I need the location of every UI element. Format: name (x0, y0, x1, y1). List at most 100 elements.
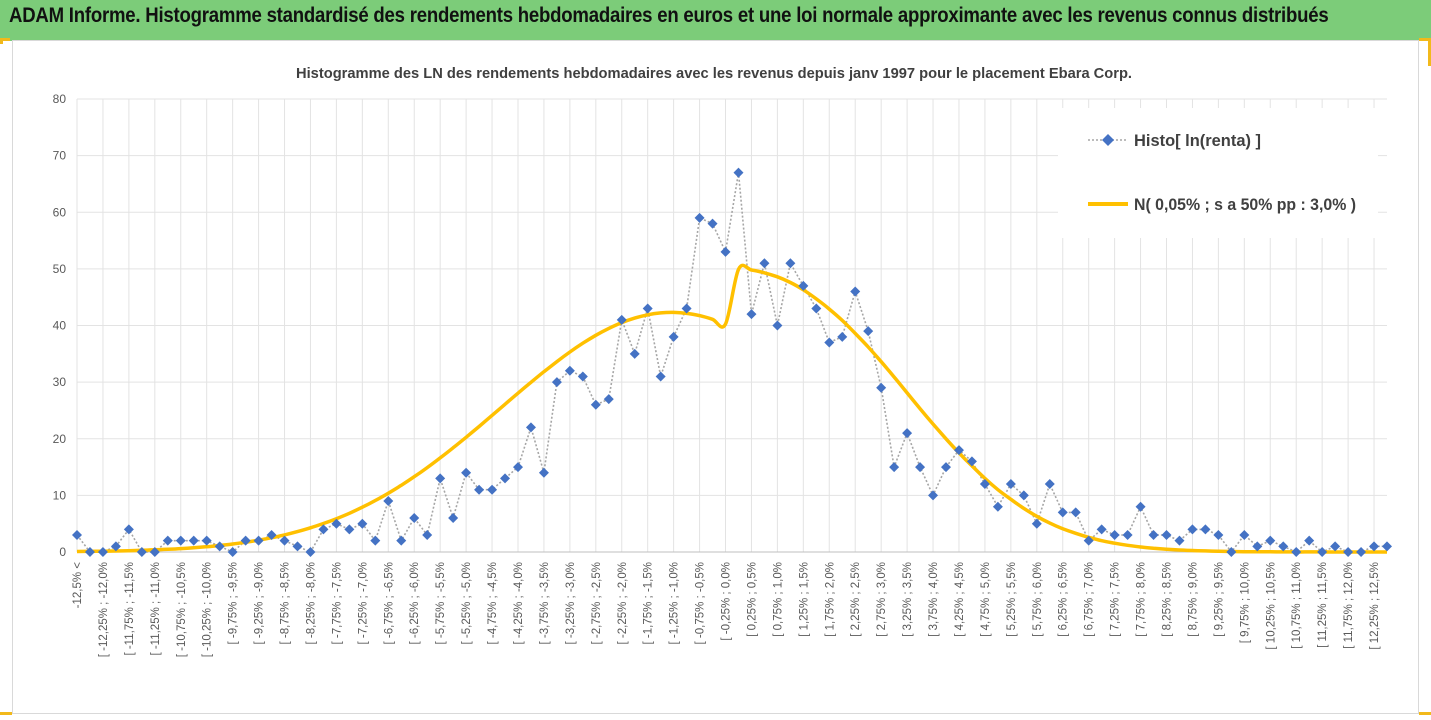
histogram-point (1109, 530, 1120, 541)
axis-layer: 0 10 20 30 40 50 60 70 80 -12,5% < [ -12,25% ; -12… (53, 92, 1387, 657)
histogram-point (72, 530, 82, 541)
banner: ADAM Informe. Histogramme standardisé de… (0, 0, 1431, 41)
x-tick-label: [ 4,25% ; 4,5% (954, 562, 966, 637)
histogram-point (162, 535, 173, 546)
x-tick-label: [ -6,25% ; -6,0% (409, 562, 421, 644)
x-tick-label: [ -11,75% ; -11,5% (124, 562, 136, 656)
corner-accent-top-left-v (0, 38, 3, 44)
chart-area-frame (12, 40, 1419, 714)
histogram-point (461, 467, 472, 478)
histogram-point (525, 422, 536, 433)
histogram-point (681, 303, 692, 314)
histogram-point (707, 218, 718, 229)
histogram-point (240, 535, 251, 546)
histogram-point (642, 303, 653, 314)
histogram-point (564, 365, 575, 376)
x-tick-label: [ 0,25% ; 0,5% (746, 562, 758, 637)
histogram-point (785, 258, 796, 269)
histogram-point (1356, 547, 1367, 557)
histogram-point (979, 479, 990, 490)
histogram-point (1226, 547, 1237, 557)
legend-marker-histo (1088, 134, 1128, 146)
x-tick-label: [ 3,25% ; 3,5% (902, 562, 914, 637)
corner-accent-bottom-left (0, 712, 12, 715)
x-tick-label: [ -3,25% ; -3,0% (565, 562, 577, 644)
x-tick-label: [ -6,75% ; -6,5% (383, 562, 395, 644)
x-tick-label: [ 3,75% ; 4,0% (928, 562, 940, 637)
x-tick-label: [ -0,25% ; 0,0% (721, 562, 733, 641)
histogram-point (668, 331, 679, 342)
chart-title: Histogramme des LN des rendements hebdom… (296, 66, 1132, 82)
x-tick-label: [ 8,25% ; 8,5% (1162, 562, 1174, 637)
x-tick-label: [ -4,75% ; -4,5% (487, 562, 499, 644)
x-tick-label: [ 6,75% ; 7,0% (1084, 562, 1096, 637)
histogram-point (214, 541, 225, 552)
histogram-point (1122, 530, 1133, 541)
x-tick-label: [ -0,75% ; -0,5% (695, 562, 707, 644)
histogram-point (1278, 541, 1289, 552)
x-tick-label: [ -4,25% ; -4,0% (513, 562, 525, 644)
x-tick-label: [ -2,25% ; -2,0% (617, 562, 629, 644)
series-layer (72, 167, 1392, 557)
histogram-point (305, 547, 316, 557)
histogram-point (1200, 524, 1211, 535)
histogram-point (876, 382, 887, 393)
banner-title: ADAM Informe. Histogramme standardisé de… (9, 4, 1329, 27)
histogram-point (1161, 530, 1172, 541)
histogram-point (175, 535, 186, 546)
x-tick-label: [ -9,75% ; -9,5% (228, 562, 240, 644)
x-tick-label: [ -7,75% ; -7,5% (331, 562, 343, 644)
corner-accent-bottom-right (1419, 712, 1431, 715)
histogram-point (149, 547, 160, 557)
y-tick-label: 30 (53, 375, 67, 389)
histogram-point (850, 286, 861, 297)
histogram-point (1148, 530, 1159, 541)
histogram-point (474, 484, 485, 495)
histogram-point (953, 445, 964, 456)
histogram-point (1174, 535, 1185, 546)
histogram-point (370, 535, 381, 546)
x-tick-label: [ -5,25% ; -5,0% (461, 562, 473, 644)
histogram-point (331, 518, 342, 529)
legend-label-histo: Histo[ ln(renta) ] (1134, 131, 1261, 150)
histogram-point (1382, 541, 1392, 552)
histogram-point (966, 456, 977, 467)
histogram-point (603, 394, 614, 405)
x-tick-label: [ 9,25% ; 9,5% (1213, 562, 1225, 637)
corner-accent-top-left (0, 38, 10, 41)
histogram-point (915, 462, 926, 473)
x-tick-label: [ 12,25% ; 12,5% (1369, 562, 1381, 650)
histogram-point (772, 320, 783, 331)
histogram-point (201, 535, 212, 546)
histogram-point (655, 371, 666, 382)
histogram-point (1044, 479, 1055, 490)
histogram-point (1369, 541, 1380, 552)
histogram-point (318, 524, 329, 535)
y-tick-label: 50 (53, 262, 67, 276)
x-tick-label: [ 11,75% ; 12,0% (1343, 562, 1355, 649)
y-tick-label: 0 (59, 545, 66, 559)
y-tick-label: 70 (53, 149, 67, 163)
histogram-point (1330, 541, 1341, 552)
x-tick-label: [ -8,25% ; -8,0% (305, 562, 317, 644)
x-tick-label: [ -1,25% ; -1,0% (669, 562, 681, 644)
histogram-point (1005, 479, 1016, 490)
histogram-point (759, 258, 770, 269)
x-tick-label: [ 10,75% ; 11,0% (1291, 562, 1303, 649)
x-tick-label: [ 7,75% ; 8,0% (1136, 562, 1148, 637)
histogram-point (798, 280, 809, 291)
legend-svg: Histo[ ln(renta) ] N( 0,05% ; s a 50% pp… (1088, 131, 1356, 214)
x-tick-label: [ 2,25% ; 2,5% (850, 562, 862, 637)
normal-curve-line (76, 263, 1387, 554)
histogram-point (733, 167, 744, 178)
histogram-point (590, 399, 601, 410)
x-tick-label: [ -10,25% ; -10,0% (202, 562, 214, 657)
histogram-point (811, 303, 822, 314)
histogram-point (123, 524, 134, 535)
x-tick-label: [ 2,75% ; 3,0% (876, 562, 888, 637)
legend: Histo[ ln(renta) ] N( 0,05% ; s a 50% pp… (1058, 108, 1378, 238)
x-tick-label: [ -10,75% ; -10,5% (176, 562, 188, 657)
histogram-point (1239, 530, 1250, 541)
x-tick-label: [ 5,25% ; 5,5% (1006, 562, 1018, 637)
histogram-point (1070, 507, 1081, 518)
